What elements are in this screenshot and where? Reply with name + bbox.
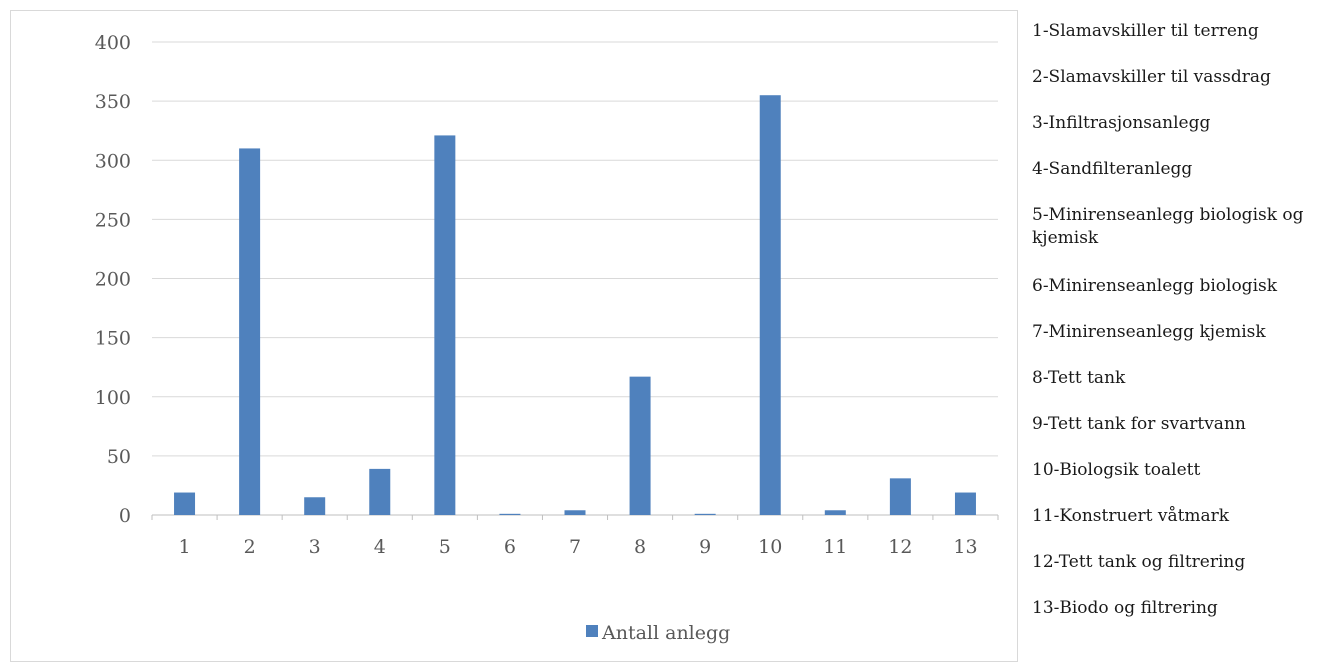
category-description: 5-Minirenseanlegg biologisk og kjemisk [1032, 205, 1304, 248]
bar [304, 497, 326, 515]
x-tick-label: 9 [699, 536, 711, 558]
bar [564, 510, 586, 515]
bar [824, 510, 846, 515]
x-tick-label: 5 [439, 536, 451, 558]
category-description: 8-Tett tank [1032, 368, 1126, 388]
chart-frame: 0 50 100 150 200 250 300 350 400 1 2 3 4 5 6 7 8 9 10 11 12… [10, 10, 1018, 662]
y-tick-label: 150 [95, 328, 131, 350]
legend-swatch [586, 625, 598, 637]
category-description: 4-Sandfilteranlegg [1032, 159, 1193, 179]
x-tick-label: 11 [823, 536, 847, 558]
x-tick-label: 10 [758, 536, 782, 558]
y-tick-label: 200 [95, 269, 131, 291]
x-tick-label: 3 [309, 536, 321, 558]
y-tick-label: 50 [107, 446, 131, 468]
category-description: 7-Minirenseanlegg kjemisk [1032, 322, 1266, 342]
category-description: 10-Biologsik toalett [1032, 460, 1201, 480]
category-description: 1-Slamavskiller til terreng [1032, 21, 1259, 41]
y-tick-label: 400 [95, 32, 131, 54]
bar [499, 513, 521, 515]
bar [954, 492, 976, 515]
bar [629, 376, 651, 515]
category-description: 9-Tett tank for svartvann [1032, 414, 1246, 434]
bar [759, 95, 781, 516]
x-tick-label: 8 [634, 536, 646, 558]
x-tick-label: 4 [374, 536, 386, 558]
category-description: 3-Infiltrasjonsanlegg [1032, 113, 1211, 133]
y-tick-label: 350 [95, 91, 131, 113]
bar [434, 135, 456, 515]
bar [239, 148, 261, 516]
y-tick-label: 300 [95, 150, 131, 172]
x-tick-label: 6 [504, 536, 516, 558]
bar [174, 492, 196, 515]
legend-label: Antall anlegg [601, 622, 730, 644]
x-tick-label: 12 [888, 536, 912, 558]
bar [369, 468, 391, 515]
gridlines [152, 41, 998, 516]
x-tick-label: 2 [244, 536, 256, 558]
x-tick-label: 7 [569, 536, 581, 558]
y-tick-label: 100 [95, 387, 131, 409]
category-description: 6-Minirenseanlegg biologisk [1032, 276, 1278, 296]
bars [174, 95, 976, 516]
category-description: 2-Slamavskiller til vassdrag [1032, 67, 1271, 87]
bar [889, 478, 911, 515]
y-tick-label: 0 [119, 505, 131, 527]
bar [694, 513, 716, 515]
x-tick-label: 13 [953, 536, 977, 558]
x-tick-label: 1 [178, 536, 190, 558]
y-tick-label: 250 [95, 209, 131, 231]
category-description: 13-Biodo og filtrering [1032, 598, 1218, 618]
category-description: 12-Tett tank og filtrering [1032, 552, 1246, 572]
chart-legend: Antall anlegg [586, 622, 730, 644]
x-axis-ticks: 1 2 3 4 5 6 7 8 9 10 11 12 13 [151, 515, 999, 558]
y-axis-ticks: 0 50 100 150 200 250 300 350 400 [95, 32, 131, 527]
category-description: 11-Konstruert våtmark [1032, 506, 1230, 526]
